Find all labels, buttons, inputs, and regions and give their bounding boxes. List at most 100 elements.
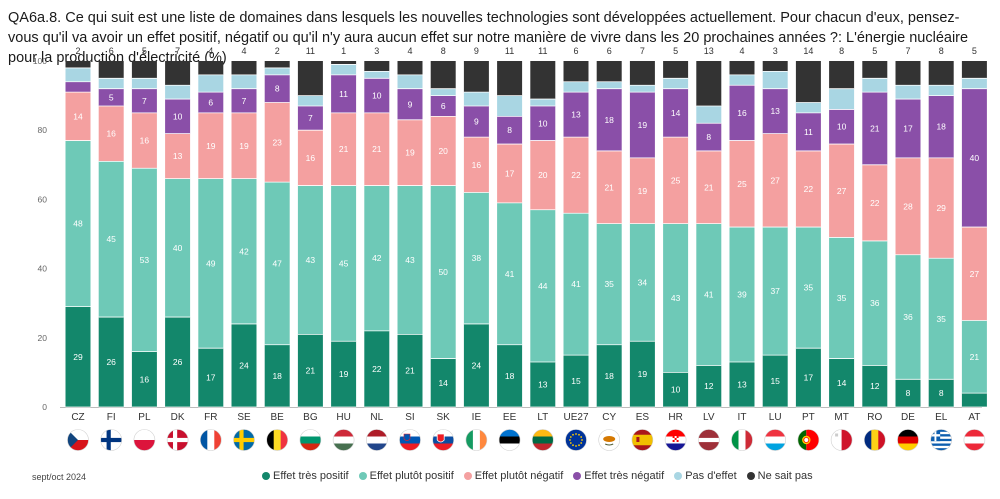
bar-segment bbox=[596, 88, 622, 151]
bar-segment bbox=[795, 150, 821, 228]
bar-segment bbox=[497, 202, 523, 345]
data-label: 18 bbox=[604, 371, 614, 381]
bar-segment bbox=[696, 123, 722, 151]
bar-BE: 18 47 23 8 2 BE bbox=[264, 46, 290, 423]
data-label: 25 bbox=[737, 179, 747, 189]
data-label: 11 bbox=[339, 89, 348, 99]
bar-segment bbox=[331, 61, 357, 65]
bar-segment bbox=[663, 78, 689, 89]
flag-outline bbox=[598, 429, 621, 451]
bar-segment bbox=[231, 112, 257, 179]
bar-segment bbox=[131, 61, 157, 79]
bar-segment bbox=[663, 137, 689, 224]
data-label: 17 bbox=[903, 123, 913, 133]
bar-EE: 18 41 17 8 11 EE bbox=[497, 46, 523, 423]
bar-segment bbox=[696, 223, 722, 366]
bar-segment bbox=[98, 61, 124, 79]
bar-segment bbox=[629, 341, 655, 407]
bar-HR: 10 43 25 14 5 HR bbox=[663, 46, 689, 423]
bar-segment bbox=[629, 61, 655, 86]
bar-segment bbox=[131, 88, 157, 113]
data-label: 26 bbox=[106, 357, 116, 367]
top-value-label: 5 bbox=[972, 46, 977, 56]
flag-outline bbox=[498, 429, 521, 451]
y-tick-label: 40 bbox=[38, 264, 48, 274]
bar-segment bbox=[563, 355, 589, 407]
bar-segment bbox=[696, 150, 722, 224]
data-label: 28 bbox=[903, 201, 913, 211]
bar-segment bbox=[65, 140, 91, 307]
data-label: 36 bbox=[870, 298, 880, 308]
bar-segment bbox=[729, 140, 755, 228]
data-label: 16 bbox=[140, 374, 150, 384]
flag-icon bbox=[764, 429, 786, 451]
data-label: 18 bbox=[604, 115, 614, 125]
y-tick-label: 20 bbox=[38, 333, 48, 343]
bar-segment bbox=[795, 227, 821, 349]
bar-segment bbox=[331, 74, 357, 113]
top-value-label: 6 bbox=[607, 46, 612, 56]
bar-segment bbox=[231, 323, 257, 407]
x-tick-label: BE bbox=[271, 412, 285, 423]
bar-segment bbox=[795, 348, 821, 407]
bar-FR: 17 49 19 6 4 FR bbox=[198, 46, 224, 423]
x-tick-label: LV bbox=[703, 412, 715, 423]
flag-outline bbox=[332, 429, 355, 451]
bar-segment bbox=[165, 178, 191, 318]
bar-segment bbox=[961, 61, 987, 79]
data-label: 27 bbox=[970, 269, 980, 279]
top-value-label: 7 bbox=[905, 46, 910, 56]
x-tick-label: DK bbox=[171, 412, 185, 423]
bar-segment bbox=[795, 102, 821, 113]
data-label: 7 bbox=[308, 113, 313, 123]
top-value-label: 5 bbox=[872, 46, 877, 56]
bar-segment bbox=[231, 88, 257, 113]
bar-segment bbox=[198, 348, 224, 407]
bar-segment bbox=[862, 240, 888, 366]
bar-segment bbox=[895, 379, 921, 407]
data-label: 35 bbox=[804, 283, 814, 293]
data-label: 15 bbox=[571, 376, 581, 386]
top-value-label: 4 bbox=[407, 46, 412, 56]
x-tick-label: SE bbox=[237, 412, 251, 423]
flag-icon bbox=[631, 429, 653, 451]
x-tick-label: ES bbox=[636, 412, 650, 423]
bar-segment bbox=[563, 81, 589, 93]
data-label: 42 bbox=[239, 246, 249, 256]
data-label: 23 bbox=[272, 137, 282, 147]
bar-IE: 24 38 16 9 9 IE bbox=[463, 46, 489, 423]
data-label: 8 bbox=[906, 388, 911, 398]
bar-segment bbox=[397, 119, 423, 186]
bar-SK: 14 50 20 6 8 SK bbox=[430, 46, 456, 423]
legend-swatch-icon bbox=[573, 472, 582, 480]
bar-segment bbox=[497, 144, 523, 203]
data-label: 19 bbox=[339, 369, 349, 379]
data-label: 12 bbox=[704, 381, 714, 391]
bar-IT: 13 39 25 16 4 IT bbox=[729, 46, 755, 423]
data-label: 29 bbox=[73, 352, 83, 362]
data-label: 41 bbox=[704, 290, 714, 300]
data-label: 22 bbox=[571, 170, 581, 180]
data-label: 35 bbox=[604, 279, 614, 289]
flag-outline bbox=[697, 429, 720, 451]
data-label: 42 bbox=[372, 253, 382, 263]
flag-icon bbox=[797, 429, 819, 451]
bar-segment bbox=[762, 227, 788, 356]
data-label: 45 bbox=[106, 234, 116, 244]
bar-segment bbox=[331, 112, 357, 186]
bar-segment bbox=[497, 95, 523, 117]
top-value-label: 9 bbox=[474, 46, 479, 56]
data-label: 14 bbox=[671, 108, 681, 118]
flag-outline bbox=[565, 429, 587, 451]
bar-segment bbox=[862, 61, 888, 79]
bar-segment bbox=[364, 71, 390, 79]
bar-segment bbox=[530, 209, 556, 363]
bar-segment bbox=[165, 317, 191, 407]
legend-swatch-icon bbox=[358, 472, 367, 480]
bar-segment bbox=[696, 365, 722, 407]
data-label: 40 bbox=[173, 243, 183, 253]
bar-segment bbox=[198, 178, 224, 349]
x-tick-label: LT bbox=[537, 412, 548, 423]
x-tick-label: PL bbox=[138, 412, 151, 423]
data-label: 21 bbox=[870, 123, 880, 133]
